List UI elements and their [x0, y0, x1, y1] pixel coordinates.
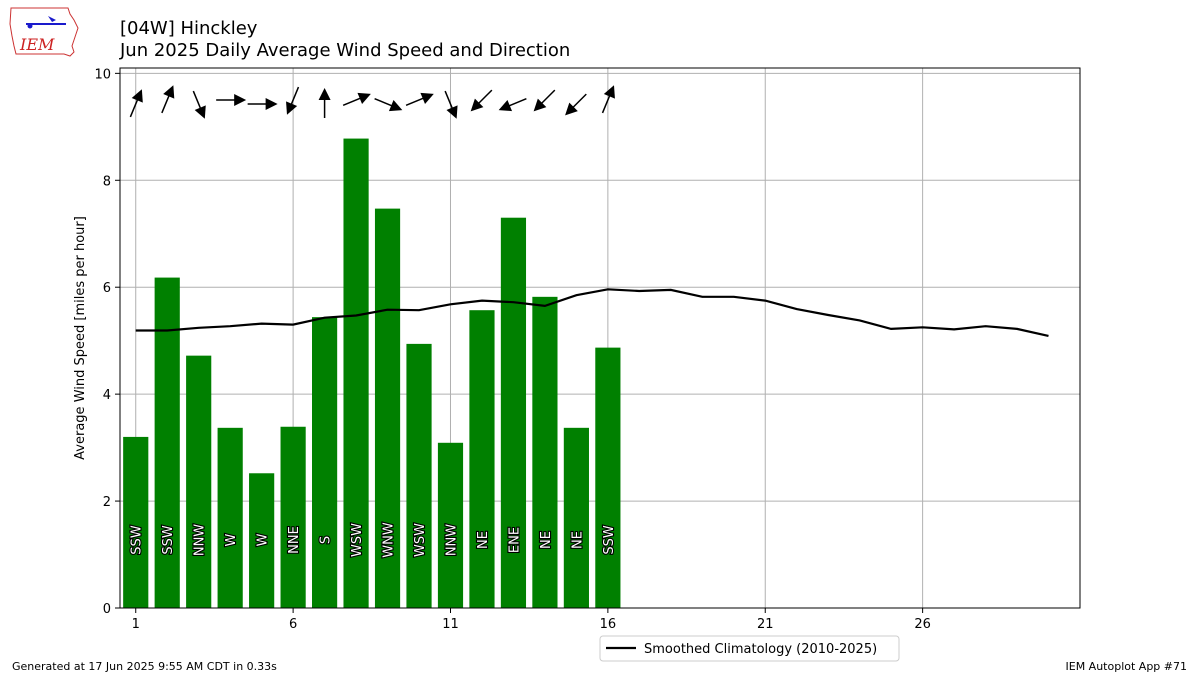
title-station: [04W] Hinckley	[120, 18, 258, 39]
direction-label-day-1: SSW	[130, 525, 145, 555]
bar-day-9	[374, 208, 401, 608]
direction-label-day-13: ENE	[507, 527, 522, 553]
bar-series	[123, 138, 621, 608]
direction-label-day-5: W	[256, 533, 271, 546]
bar-day-10	[406, 343, 432, 608]
logo-text: IEM	[19, 35, 55, 54]
direction-label-day-16: SSW	[602, 525, 617, 555]
bar-day-8	[343, 138, 369, 608]
wind-arrow-day-15	[565, 93, 587, 116]
wind-arrow-day-2	[161, 85, 175, 114]
wind-arrow-day-13	[498, 97, 527, 112]
direction-label-day-6: NNE	[287, 526, 302, 554]
iowa-state-outline-icon	[9, 7, 79, 57]
bar-day-11	[437, 442, 464, 608]
legend-box	[599, 635, 900, 662]
direction-label-day-14: NE	[539, 531, 554, 549]
footer-app-id: IEM Autoplot App #71	[1065, 660, 1188, 673]
bar-day-13	[500, 217, 527, 608]
x-tick-label: 1	[132, 617, 140, 632]
bar-day-7	[312, 317, 338, 608]
x-tick-label: 16	[600, 617, 617, 632]
bar-day-15	[563, 427, 589, 608]
station-dot-icon	[27, 23, 33, 29]
bar-day-2	[154, 277, 180, 608]
y-tick-label: 4	[103, 388, 111, 403]
direction-label-day-10: WSW	[413, 523, 428, 557]
climatology-line	[135, 288, 1049, 337]
wind-arrow-day-7	[318, 88, 331, 118]
y-axis-label: Average Wind Speed [miles per hour]	[73, 216, 88, 460]
bar-day-1	[123, 436, 149, 608]
wind-arrow-day-9	[374, 97, 403, 112]
x-tick-label: 21	[757, 617, 774, 632]
bar-day-5	[249, 473, 275, 608]
y-tick-label: 10	[94, 67, 111, 82]
direction-label-day-3: NNW	[193, 524, 208, 556]
wind-arrow-day-14	[533, 89, 556, 112]
x-tick-label: 6	[289, 617, 297, 632]
wind-arrow-day-10	[405, 92, 434, 107]
x-tick-label: 11	[442, 617, 459, 632]
bar-day-4	[217, 427, 243, 608]
wind-arrow-day-12	[470, 89, 493, 112]
x-axis-ticks: 1 6 11 16 21 26	[132, 608, 931, 632]
wind-arrows	[129, 85, 615, 119]
chart-title: [04W] Hinckley Jun 2025 Daily Average Wi…	[120, 18, 570, 62]
y-tick-label: 8	[103, 174, 111, 189]
y-tick-label: 6	[103, 281, 111, 296]
legend-climatology-label: Smoothed Climatology (2010-2025)	[644, 642, 877, 657]
bar-day-3	[186, 355, 212, 608]
wind-arrow-day-8	[342, 92, 371, 107]
legend: Smoothed Climatology (2010-2025)	[599, 635, 900, 662]
wind-arrow-day-1	[129, 89, 143, 118]
wind-arrow-day-3	[192, 90, 206, 119]
bar-day-14	[532, 296, 558, 608]
wind-arrow-day-4	[216, 94, 247, 106]
wind-arrow-day-5	[247, 98, 278, 110]
y-axis-ticks: 0 2 4 6 8 10	[94, 67, 120, 617]
footer-generated: Generated at 17 Jun 2025 9:55 AM CDT in …	[12, 660, 277, 673]
wind-arrow-day-16	[601, 85, 615, 114]
direction-label-day-4: W	[224, 533, 239, 546]
direction-label-day-11: NNW	[444, 524, 459, 556]
wind-arrow-day-6	[286, 86, 300, 115]
wind-arrow-day-11	[444, 90, 458, 119]
direction-labels: SSW SSW NNW W W NNE S WSW WNW WSW NNW NE ENE NE NE SSW	[129, 521, 618, 559]
direction-label-day-12: NE	[476, 531, 491, 549]
direction-label-day-7: S	[319, 536, 334, 544]
x-tick-label: 26	[914, 617, 931, 632]
y-tick-label: 2	[103, 495, 111, 510]
bar-day-12	[469, 310, 495, 608]
plot-frame	[119, 67, 1081, 609]
iem-logo: IEM	[9, 7, 79, 57]
y-tick-label: 0	[103, 602, 111, 617]
direction-label-day-9: WNW	[382, 522, 397, 558]
bar-day-16	[595, 347, 621, 608]
wind-flag-icon	[48, 16, 56, 22]
direction-label-day-2: SSW	[161, 525, 176, 555]
direction-label-day-8: WSW	[350, 523, 365, 557]
direction-label-day-15: NE	[570, 531, 585, 549]
bar-day-6	[280, 426, 306, 608]
title-description: Jun 2025 Daily Average Wind Speed and Di…	[120, 40, 571, 61]
